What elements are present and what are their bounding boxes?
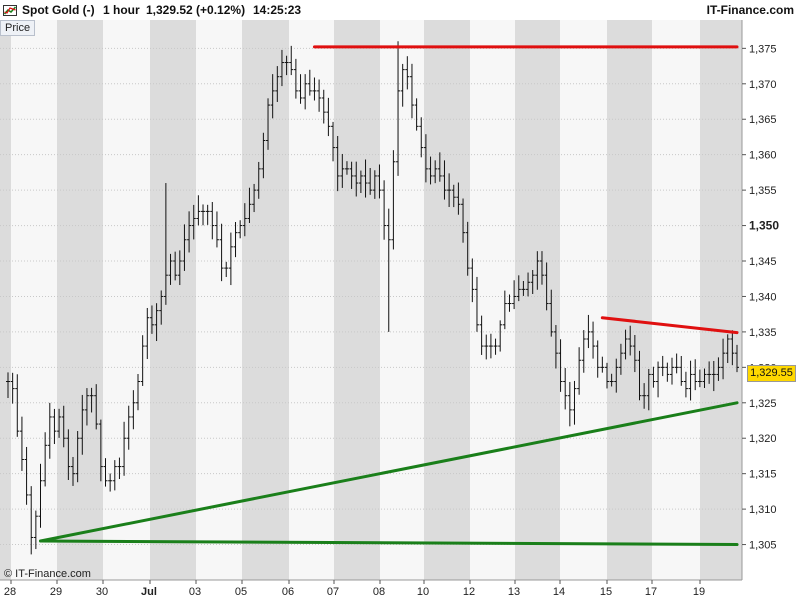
x-tick-label: 15 bbox=[600, 586, 612, 598]
trendline bbox=[39, 401, 739, 543]
interval: 1 hour bbox=[103, 3, 140, 17]
last-price-tag: 1,329.55 bbox=[747, 365, 796, 382]
day-band bbox=[150, 20, 196, 580]
x-tick-label: 29 bbox=[50, 586, 62, 598]
day-band bbox=[607, 20, 652, 580]
y-tick-label: 1,365 bbox=[749, 114, 777, 126]
trendlines bbox=[39, 45, 739, 547]
trendline bbox=[39, 539, 739, 547]
y-tick-label: 1,315 bbox=[749, 469, 777, 481]
day-band bbox=[380, 20, 424, 580]
day-bands bbox=[0, 20, 743, 581]
time-stamp: 14:25:23 bbox=[253, 3, 302, 17]
y-tick-label: 1,345 bbox=[749, 256, 777, 268]
day-band bbox=[700, 20, 742, 580]
y-axis: 1,3051,3101,3151,3201,3251,3301,3351,340… bbox=[742, 43, 779, 552]
y-tick-label: 1,320 bbox=[749, 433, 777, 445]
day-band bbox=[289, 20, 334, 580]
y-tick-label: 1,305 bbox=[749, 540, 777, 552]
y-tick-label: 1,370 bbox=[749, 79, 777, 91]
day-band bbox=[242, 20, 289, 580]
logo-chart-icon bbox=[3, 5, 17, 16]
panel-label: Price bbox=[0, 20, 36, 36]
x-tick-label: 28 bbox=[4, 586, 16, 598]
day-band bbox=[334, 20, 380, 580]
instrument-name: Spot Gold (-) bbox=[22, 3, 95, 17]
x-tick-label: Jul bbox=[141, 586, 157, 598]
day-band bbox=[103, 20, 150, 580]
day-band bbox=[11, 20, 57, 580]
x-tick-label: 05 bbox=[235, 586, 247, 598]
y-tick-label: 1,325 bbox=[749, 398, 777, 410]
last-change: 1,329.52 (+0.12%) bbox=[146, 3, 246, 17]
trendline bbox=[600, 316, 739, 335]
x-axis: 28 29 30 Jul 03 05 06 07 08 10 12 13 14 15 17 19 bbox=[4, 580, 705, 598]
x-tick-label: 03 bbox=[189, 586, 201, 598]
x-tick-label: 13 bbox=[508, 586, 520, 598]
x-tick-label: 06 bbox=[282, 586, 294, 598]
x-tick-label: 19 bbox=[693, 586, 705, 598]
y-tick-label: 1,335 bbox=[749, 327, 777, 339]
y-tick-label: 1,340 bbox=[749, 291, 777, 303]
y-tick-label: 1,310 bbox=[749, 504, 777, 516]
y-tick-label: 1,355 bbox=[749, 185, 777, 197]
day-band bbox=[57, 20, 103, 580]
ohlc-bars bbox=[6, 41, 739, 555]
x-tick-label: 17 bbox=[645, 586, 657, 598]
day-band bbox=[196, 20, 242, 580]
y-tick-label: 1,350 bbox=[749, 219, 779, 233]
day-band bbox=[652, 20, 700, 580]
day-band bbox=[560, 20, 607, 580]
brand-name: IT-Finance.com bbox=[706, 3, 794, 17]
y-tick-label: 1,360 bbox=[749, 150, 777, 162]
day-band bbox=[470, 20, 515, 580]
copyright: © IT-Finance.com bbox=[4, 568, 91, 580]
x-tick-label: 10 bbox=[417, 586, 429, 598]
day-band bbox=[424, 20, 470, 580]
day-band bbox=[0, 20, 11, 580]
x-tick-label: 12 bbox=[463, 586, 475, 598]
x-tick-label: 14 bbox=[553, 586, 565, 598]
y-tick-label: 1,375 bbox=[749, 43, 777, 55]
x-tick-label: 08 bbox=[373, 586, 385, 598]
x-tick-label: 07 bbox=[327, 586, 339, 598]
x-tick-label: 30 bbox=[96, 586, 108, 598]
day-band bbox=[515, 20, 560, 580]
